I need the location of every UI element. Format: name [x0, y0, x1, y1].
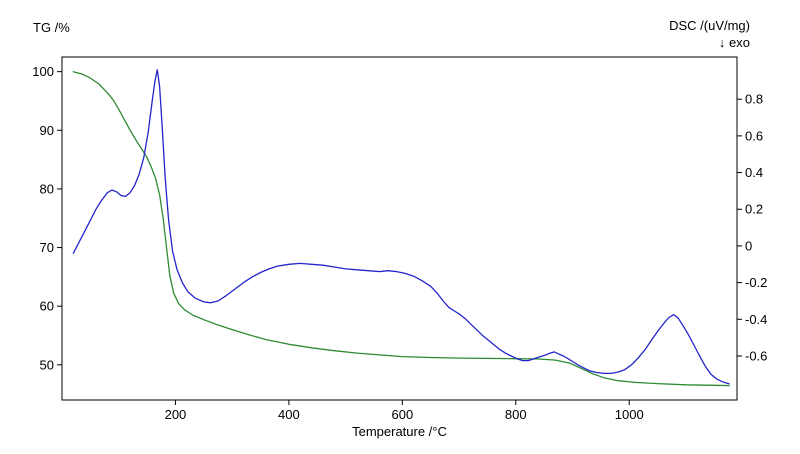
right-axis-tick-label: -0.2 [745, 275, 767, 290]
exo-direction-label: ↓ exo [718, 34, 750, 50]
x-axis-tick-label: 800 [505, 407, 527, 422]
right-axis-tick-label: 0.2 [745, 202, 763, 217]
right-axis-title-block: DSC /(uV/mg) ↓ exo [669, 18, 750, 52]
right-axis-tick-label: 0.4 [745, 165, 763, 180]
right-axis-title: DSC /(uV/mg) [669, 18, 750, 33]
left-axis-tick-label: 80 [40, 181, 54, 196]
left-axis-tick-label: 70 [40, 240, 54, 255]
right-axis-tick-label: 0 [745, 238, 752, 253]
left-axis-tick-label: 90 [40, 123, 54, 138]
right-axis-tick-label: -0.4 [745, 312, 767, 327]
x-axis-tick-label: 200 [165, 407, 187, 422]
right-axis-tick-label: 0.6 [745, 128, 763, 143]
curve-dsc [72, 69, 730, 385]
x-axis-tick-label: 400 [278, 407, 300, 422]
x-axis-title: Temperature /°C [352, 424, 447, 439]
left-axis-title: TG /% [33, 20, 70, 35]
right-axis-tick-label: -0.6 [745, 348, 767, 363]
x-axis-tick-label: 1000 [615, 407, 644, 422]
right-axis-tick-label: 0.8 [745, 92, 763, 107]
plot-frame [61, 56, 738, 401]
left-axis-tick-label: 60 [40, 299, 54, 314]
left-axis-tick-label: 50 [40, 357, 54, 372]
left-axis-tick-label: 100 [32, 64, 54, 79]
x-axis-tick-label: 600 [391, 407, 413, 422]
curve-tg [72, 71, 730, 387]
